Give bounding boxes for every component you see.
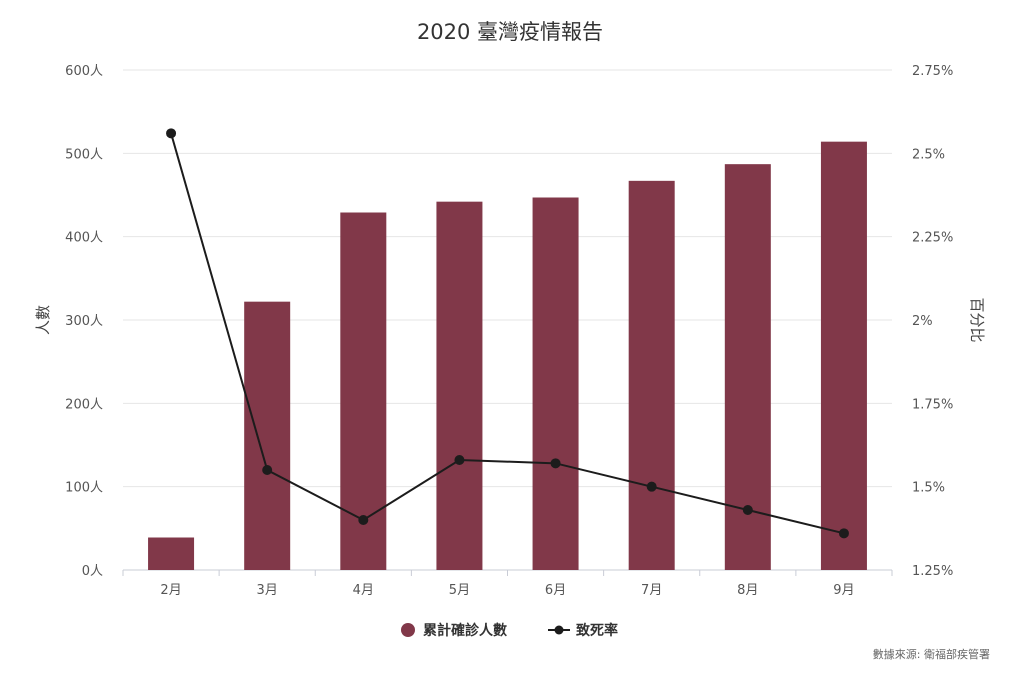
bar[interactable] <box>628 180 675 571</box>
right-axis-title: 百分比 <box>968 297 986 342</box>
right-tick-label: 2.75% <box>912 64 953 79</box>
bar[interactable] <box>724 164 771 570</box>
bar-series <box>148 141 867 571</box>
legend-line-point[interactable] <box>554 625 564 635</box>
bar[interactable] <box>244 301 291 570</box>
left-tick-label: 300人 <box>65 314 103 329</box>
left-tick-label: 400人 <box>65 231 103 246</box>
right-tick-label: 1.25% <box>912 564 953 579</box>
x-tick-label: 9月 <box>833 583 854 598</box>
line-point[interactable] <box>358 515 369 525</box>
left-axis-title: 人數 <box>34 305 52 335</box>
right-tick-label: 1.5% <box>912 481 945 496</box>
bar[interactable] <box>820 141 867 570</box>
line-point[interactable] <box>166 128 177 139</box>
x-tick-label: 2月 <box>160 583 181 598</box>
line-path <box>170 133 845 535</box>
line-point[interactable] <box>454 455 465 465</box>
left-tick-label: 100人 <box>65 481 103 496</box>
line-point[interactable] <box>646 481 657 492</box>
x-tick-label: 3月 <box>257 583 278 598</box>
right-axis-ticks: 1.25% 1.5% 1.75% 2% 2.25% 2.5% 2.75% <box>912 64 953 579</box>
left-tick-label: 600人 <box>65 64 103 79</box>
legend: 累計確診人數 致死率 <box>401 622 618 639</box>
right-tick-label: 2% <box>912 314 933 329</box>
line-point[interactable] <box>838 528 849 539</box>
left-tick-label: 0人 <box>82 564 103 579</box>
right-tick-label: 1.75% <box>912 397 953 412</box>
chart-title: 2020 臺灣疫情報告 <box>417 20 603 44</box>
right-tick-label: 2.5% <box>912 147 945 162</box>
left-tick-label: 200人 <box>65 397 103 412</box>
source-note: 數據來源: 衛福部疾管署 <box>873 647 990 661</box>
bar[interactable] <box>436 201 483 570</box>
legend-bar-label[interactable]: 累計確診人數 <box>423 622 507 639</box>
x-tick-label: 5月 <box>449 583 470 598</box>
left-axis-ticks: 0人 100人 200人 300人 400人 500人 600人 <box>65 64 103 579</box>
line-series <box>166 128 849 539</box>
line-point[interactable] <box>262 465 273 475</box>
legend-bar-marker[interactable] <box>401 623 415 637</box>
line-point[interactable] <box>550 458 561 469</box>
right-tick-label: 2.25% <box>912 231 953 246</box>
bar[interactable] <box>532 197 579 571</box>
x-tick-label: 7月 <box>641 583 662 598</box>
x-tick-label: 6月 <box>545 583 566 598</box>
x-tick-label: 8月 <box>737 583 758 598</box>
legend-line-label[interactable]: 致死率 <box>576 622 618 639</box>
x-tick-label: 4月 <box>353 583 374 598</box>
line-point[interactable] <box>742 505 753 515</box>
bar[interactable] <box>148 537 195 571</box>
left-tick-label: 500人 <box>65 147 103 162</box>
gridlines <box>123 69 892 571</box>
x-axis-ticks: 2月 3月 4月 5月 6月 7月 8月 9月 <box>122 570 893 598</box>
